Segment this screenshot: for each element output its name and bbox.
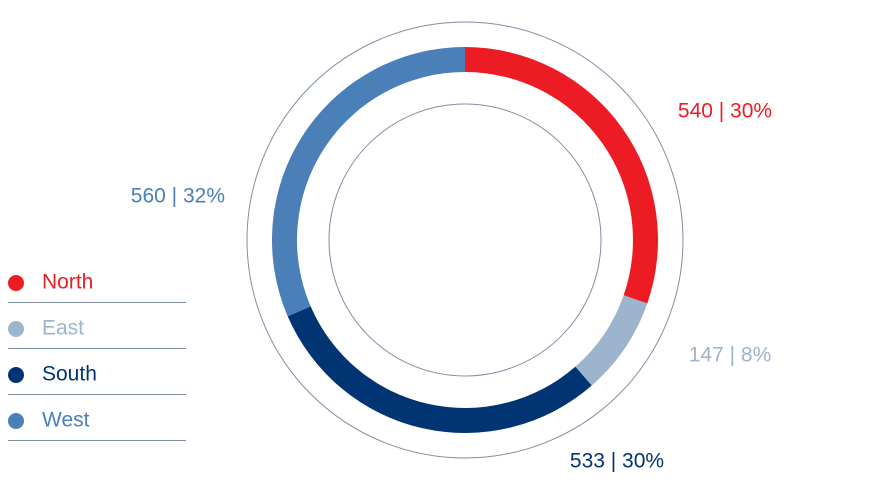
legend-marker [8, 367, 24, 383]
donut-segment [287, 306, 592, 433]
legend-marker [8, 321, 24, 337]
legend-marker [8, 275, 24, 291]
value-label: 147 | 8% [689, 344, 772, 367]
legend-label: West [42, 409, 90, 432]
legend-label: North [42, 271, 93, 294]
inner-ring [328, 103, 602, 377]
value-label: 533 | 30% [570, 450, 664, 473]
legend-label: East [42, 317, 84, 340]
donut-segment [465, 47, 658, 304]
donut-segment [272, 47, 465, 317]
legend-marker [8, 413, 24, 429]
value-label: 560 | 32% [131, 185, 225, 208]
value-label: 540 | 30% [678, 100, 772, 123]
outer-ring [246, 21, 684, 459]
donut-segment [575, 295, 648, 386]
legend-label: South [42, 363, 97, 386]
